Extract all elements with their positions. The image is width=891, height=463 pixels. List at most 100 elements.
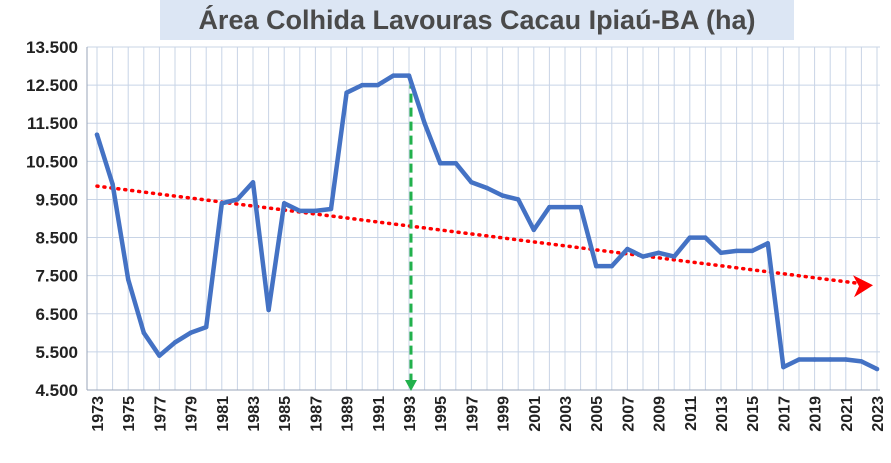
x-tick-label: 1981 — [215, 396, 232, 432]
data-point — [360, 82, 365, 88]
data-point — [469, 180, 474, 185]
data-point — [859, 359, 864, 364]
y-tick-label: 4.500 — [35, 381, 78, 400]
data-point — [796, 357, 802, 362]
data-point — [750, 248, 755, 254]
data-point — [297, 208, 302, 214]
data-point — [765, 241, 770, 246]
data-point — [609, 263, 614, 269]
grid-lines — [87, 46, 880, 391]
data-point — [781, 364, 786, 370]
data-point — [828, 357, 833, 362]
x-tick-label: 1975 — [121, 396, 138, 432]
y-tick-label: 11.500 — [27, 114, 78, 133]
data-point — [126, 277, 131, 282]
data-point — [110, 182, 115, 187]
x-tick-label: 1995 — [433, 396, 450, 432]
x-tick-label: 2021 — [839, 396, 856, 432]
x-tick-label: 2003 — [558, 396, 575, 432]
data-point — [500, 193, 505, 198]
y-tick-label: 6.500 — [35, 305, 78, 324]
data-point — [656, 250, 661, 255]
chart-title: Área Colhida Lavouras Cacau Ipiaú-BA (ha… — [160, 0, 794, 40]
data-point — [375, 82, 380, 88]
y-axis-ticks: 4.500 5.500 6.500 7.500 8.500 9.500 10.500 11.5… — [26, 38, 78, 400]
data-point — [484, 185, 490, 191]
data-point — [94, 132, 100, 137]
data-point — [547, 204, 552, 210]
data-point — [874, 366, 880, 372]
axes — [86, 47, 880, 391]
data-point — [703, 235, 708, 240]
x-tick-label: 1979 — [184, 396, 201, 432]
y-tick-label: 8.500 — [35, 229, 78, 248]
data-point — [235, 197, 240, 202]
y-tick-label: 5.500 — [35, 343, 78, 362]
data-point — [531, 227, 536, 233]
data-point — [734, 248, 739, 254]
x-tick-label: 1973 — [90, 396, 107, 432]
data-point — [672, 254, 677, 259]
trendline-group — [95, 184, 873, 298]
x-tick-label: 2007 — [620, 396, 637, 432]
data-point — [219, 201, 224, 206]
x-tick-label: 1991 — [371, 396, 388, 432]
data-point — [812, 357, 817, 362]
data-point — [843, 357, 848, 362]
x-tick-label: 2009 — [652, 396, 669, 432]
x-tick-label: 2019 — [808, 396, 825, 432]
data-point — [188, 330, 193, 336]
data-point — [687, 235, 692, 240]
trendline-arrowhead — [853, 275, 873, 298]
data-point — [562, 204, 568, 210]
data-point — [594, 263, 599, 269]
data-point — [453, 161, 458, 166]
x-tick-label: 2011 — [683, 396, 700, 431]
trendline — [95, 184, 867, 286]
x-tick-label: 2013 — [714, 396, 731, 432]
data-point — [172, 340, 178, 345]
annotation-arrowhead — [405, 380, 417, 391]
data-point — [625, 246, 630, 252]
x-tick-label: 1997 — [464, 396, 481, 432]
x-tick-label: 2015 — [745, 396, 762, 432]
y-tick-label: 9.500 — [35, 190, 78, 209]
data-point — [438, 161, 443, 166]
data-point — [422, 121, 427, 126]
data-point — [266, 307, 271, 313]
x-tick-label: 2023 — [870, 396, 887, 432]
data-point — [516, 197, 521, 202]
data-point — [157, 353, 162, 358]
x-tick-label: 1983 — [246, 396, 263, 432]
data-point — [344, 90, 349, 95]
x-tick-label: 1987 — [308, 396, 325, 432]
x-tick-label: 2017 — [776, 396, 793, 432]
x-tick-label: 1985 — [277, 396, 294, 432]
y-tick-label: 7.500 — [35, 267, 78, 286]
data-point — [250, 180, 256, 185]
data-point — [718, 250, 724, 255]
x-axis-ticks: 1973 1975 1977 1979 1981 1983 1985 1987 1989 1991… — [90, 396, 887, 432]
data-point — [640, 254, 646, 259]
x-tick-label: 1993 — [402, 396, 419, 432]
data-point — [282, 201, 287, 206]
y-tick-label: 13.500 — [26, 38, 78, 57]
y-tick-label: 10.500 — [26, 152, 78, 171]
data-point — [313, 208, 318, 214]
x-tick-label: 2001 — [527, 396, 544, 432]
data-point — [391, 73, 396, 78]
annotation-group — [405, 79, 417, 391]
data-point — [204, 324, 209, 330]
x-tick-label: 1999 — [496, 396, 513, 432]
series-group — [94, 73, 880, 372]
data-point — [328, 206, 334, 212]
data-point — [406, 73, 412, 78]
x-tick-label: 2005 — [589, 396, 606, 432]
data-point — [141, 330, 146, 336]
x-tick-label: 1989 — [340, 396, 357, 432]
data-point — [578, 204, 583, 210]
y-tick-label: 12.500 — [26, 76, 78, 95]
x-tick-label: 1977 — [152, 396, 169, 432]
